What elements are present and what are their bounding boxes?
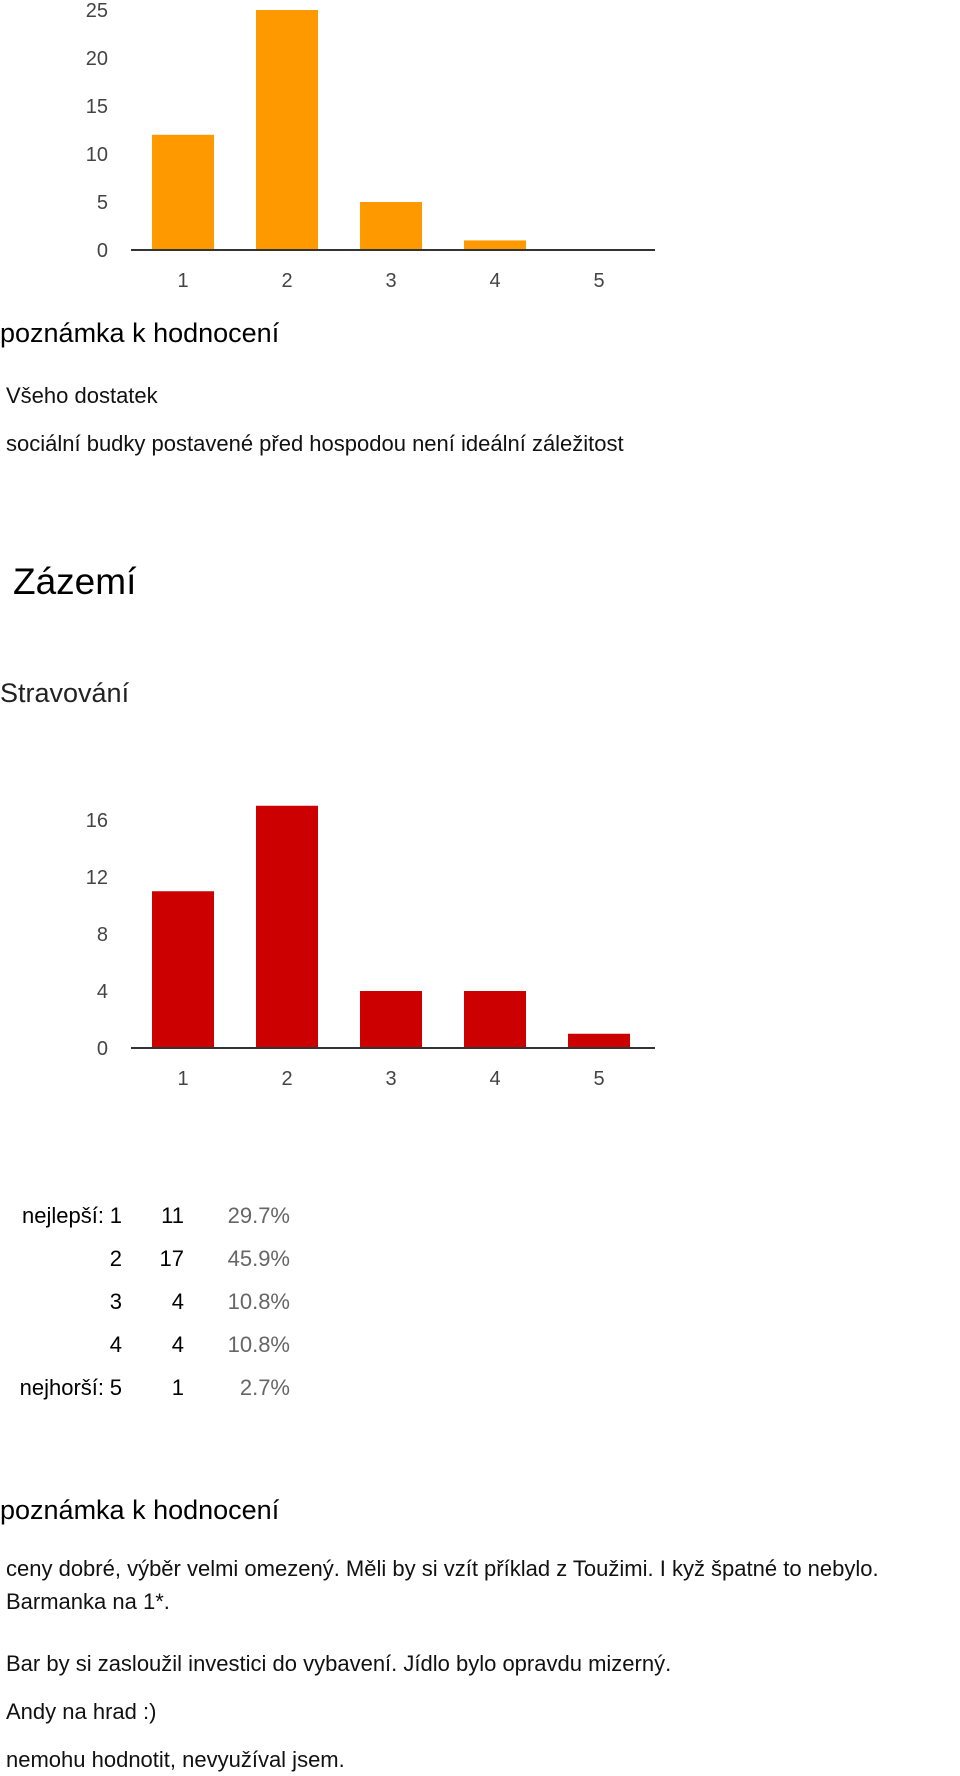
stats-percent: 45.9% [227,1246,290,1271]
bar-3 [360,991,422,1048]
rating-chart-stravovani: 0 4 8 12 16 1 2 3 4 5 [0,790,960,1090]
x-tick-label: 3 [385,270,396,290]
stats-rating: 3 [109,1289,122,1314]
stats-percent: 10.8% [227,1332,290,1357]
stats-row: nejlepší: 1 11 29.7% [0,1203,400,1233]
stats-count: 11 [161,1203,184,1228]
stats-row: nejhorší: 5 1 2.7% [0,1375,400,1405]
rating-stats-table: nejlepší: 1 11 29.7% 2 17 45.9% 3 4 10.8… [0,1203,420,1433]
note-response: Všeho dostatek [6,383,158,408]
stats-percent: 2.7% [239,1375,290,1400]
y-tick-label: 4 [97,981,108,1003]
y-tick-label: 8 [97,924,108,946]
stats-label: nejlepší: [22,1203,104,1228]
note-response: ceny dobré, výběr velmi omezený. Měli by… [6,1556,879,1614]
note-response: Andy na hrad :) [6,1699,157,1724]
x-tick-label: 4 [489,270,500,290]
bar-2 [256,805,318,1048]
stats-rating: 1 [109,1203,122,1228]
bar-chart-svg: 0 5 10 15 20 25 1 2 3 4 5 [86,0,655,290]
y-tick-label: 0 [97,1038,108,1060]
stats-label: nejhorší: [19,1375,104,1400]
rating-chart-previous: 0 5 10 15 20 25 1 2 3 4 5 [0,0,960,290]
note-response: nemohu hodnotit, nevyužíval jsem. [6,1747,345,1772]
stats-percent: 29.7% [227,1203,290,1228]
note-heading: poznámka k hodnocení [0,1495,280,1525]
stats-row: 3 4 10.8% [0,1289,400,1319]
bar-2 [256,10,318,250]
stats-row: 2 17 45.9% [0,1246,400,1276]
note-response: sociální budky postavené před hospodou n… [6,431,624,456]
x-tick-label: 4 [489,1068,500,1090]
section-title: Zázemí [13,561,137,602]
stats-count: 17 [159,1246,184,1271]
stats-rating: 5 [109,1375,122,1400]
y-tick-label: 10 [86,144,108,166]
y-tick-label: 25 [86,0,108,22]
bar-4 [464,240,526,250]
bar-1 [152,891,214,1048]
note-heading: poznámka k hodnocení [0,318,280,348]
stats-count: 1 [171,1375,184,1400]
y-tick-label: 0 [97,240,108,262]
x-tick-label: 1 [177,1068,188,1090]
y-tick-label: 20 [86,48,108,70]
y-tick-label: 16 [86,810,108,832]
y-tick-label: 5 [97,192,108,214]
x-tick-label: 2 [281,270,292,290]
note-response: Bar by si zasloužil investici do vybaven… [6,1651,672,1676]
question-title: Stravování [0,678,130,708]
bar-4 [464,991,526,1048]
stats-percent: 10.8% [227,1289,290,1314]
stats-count: 4 [171,1289,184,1314]
stats-rating: 2 [109,1246,122,1271]
y-tick-label: 15 [86,96,108,118]
x-tick-label: 3 [385,1068,396,1090]
bar-5 [568,1033,630,1048]
y-tick-label: 12 [86,867,108,889]
bar-3 [360,202,422,250]
bar-1 [152,134,214,250]
x-tick-label: 5 [593,270,604,290]
x-tick-label: 1 [177,270,188,290]
x-tick-label: 2 [281,1068,292,1090]
stats-rating: 4 [109,1332,122,1357]
x-tick-label: 5 [593,1068,604,1090]
stats-count: 4 [171,1332,184,1357]
stats-row: 4 4 10.8% [0,1332,400,1362]
